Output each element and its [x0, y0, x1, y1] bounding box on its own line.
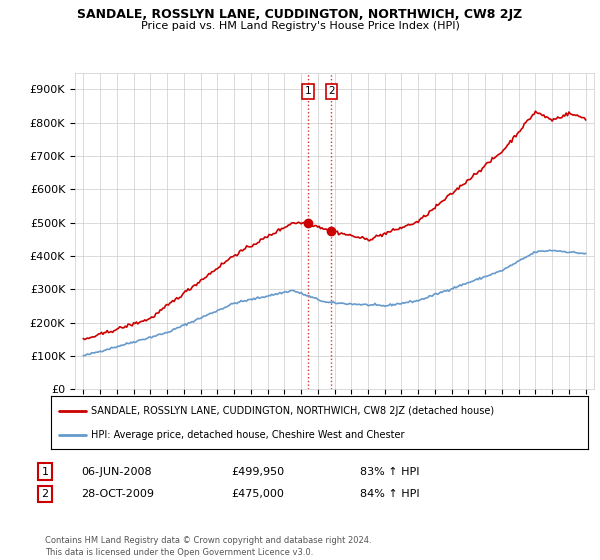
Text: £475,000: £475,000 — [231, 489, 284, 499]
Text: SANDALE, ROSSLYN LANE, CUDDINGTON, NORTHWICH, CW8 2JZ: SANDALE, ROSSLYN LANE, CUDDINGTON, NORTH… — [77, 8, 523, 21]
Text: 2: 2 — [328, 86, 335, 96]
Text: 84% ↑ HPI: 84% ↑ HPI — [360, 489, 419, 499]
Text: Price paid vs. HM Land Registry's House Price Index (HPI): Price paid vs. HM Land Registry's House … — [140, 21, 460, 31]
Text: HPI: Average price, detached house, Cheshire West and Chester: HPI: Average price, detached house, Ches… — [91, 431, 405, 440]
Text: 28-OCT-2009: 28-OCT-2009 — [81, 489, 154, 499]
Text: 1: 1 — [41, 466, 49, 477]
Text: SANDALE, ROSSLYN LANE, CUDDINGTON, NORTHWICH, CW8 2JZ (detached house): SANDALE, ROSSLYN LANE, CUDDINGTON, NORTH… — [91, 406, 494, 416]
Text: Contains HM Land Registry data © Crown copyright and database right 2024.
This d: Contains HM Land Registry data © Crown c… — [45, 536, 371, 557]
Text: 1: 1 — [305, 86, 311, 96]
Text: 2: 2 — [41, 489, 49, 499]
Text: 83% ↑ HPI: 83% ↑ HPI — [360, 466, 419, 477]
Text: £499,950: £499,950 — [231, 466, 284, 477]
Text: 06-JUN-2008: 06-JUN-2008 — [81, 466, 152, 477]
